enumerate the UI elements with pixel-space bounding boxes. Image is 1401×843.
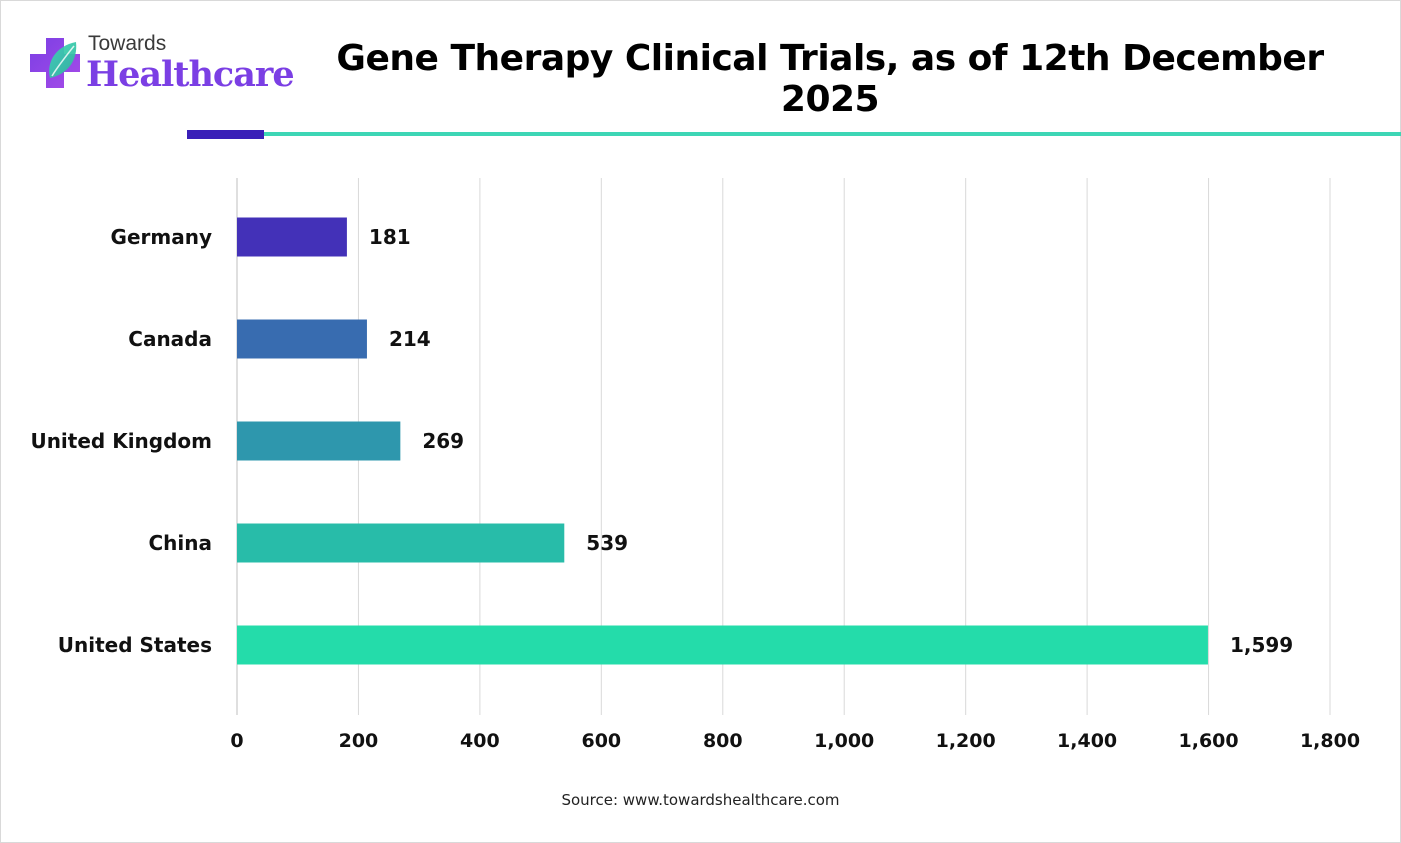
bar-chart: 0 200 400 600 800 1,000 1,200 1,400 1,600 1,800 Ge… <box>30 178 1360 752</box>
logo-healthcare-text: Healthcare <box>86 54 295 95</box>
x-tick-label: 0 <box>230 730 243 752</box>
y-category-label: United States <box>58 633 212 657</box>
bar <box>237 625 1208 665</box>
chart-title: Gene Therapy Clinical Trials, as of 12th… <box>336 38 1324 120</box>
y-category-label: Germany <box>111 225 212 249</box>
bar-value-label: 214 <box>389 327 431 351</box>
bar-value-label: 539 <box>586 531 628 555</box>
bar-value-label: 181 <box>369 225 411 249</box>
x-tick-label: 1,800 <box>1300 730 1360 752</box>
x-tick-label: 200 <box>339 730 379 752</box>
logo-towards-text: Towards <box>88 32 167 55</box>
y-category-label: China <box>148 531 212 555</box>
bar <box>237 217 347 257</box>
source-note: Source: www.towardshealthcare.com <box>561 791 840 809</box>
towards-healthcare-logo: Towards Healthcare <box>26 30 295 100</box>
x-tick-label: 1,600 <box>1179 730 1239 752</box>
bars <box>237 217 1208 665</box>
labels: 0 200 400 600 800 1,000 1,200 1,400 1,600 1,800 Ge… <box>30 225 1360 752</box>
bar <box>237 523 565 563</box>
y-category-label: Canada <box>128 327 212 351</box>
x-tick-label: 1,000 <box>814 730 874 752</box>
bar <box>237 319 367 359</box>
bar-value-label: 269 <box>422 429 464 453</box>
medical-cross-leaf-icon <box>30 38 80 88</box>
bar-value-label: 1,599 <box>1230 633 1293 657</box>
title-rule-line <box>264 132 1401 136</box>
x-tick-label: 1,200 <box>936 730 996 752</box>
title-rule-accent <box>187 130 264 139</box>
x-tick-label: 600 <box>581 730 621 752</box>
bar <box>237 421 401 461</box>
x-tick-label: 800 <box>703 730 743 752</box>
x-tick-label: 1,400 <box>1057 730 1117 752</box>
y-category-label: United Kingdom <box>30 429 212 453</box>
x-tick-label: 400 <box>460 730 500 752</box>
